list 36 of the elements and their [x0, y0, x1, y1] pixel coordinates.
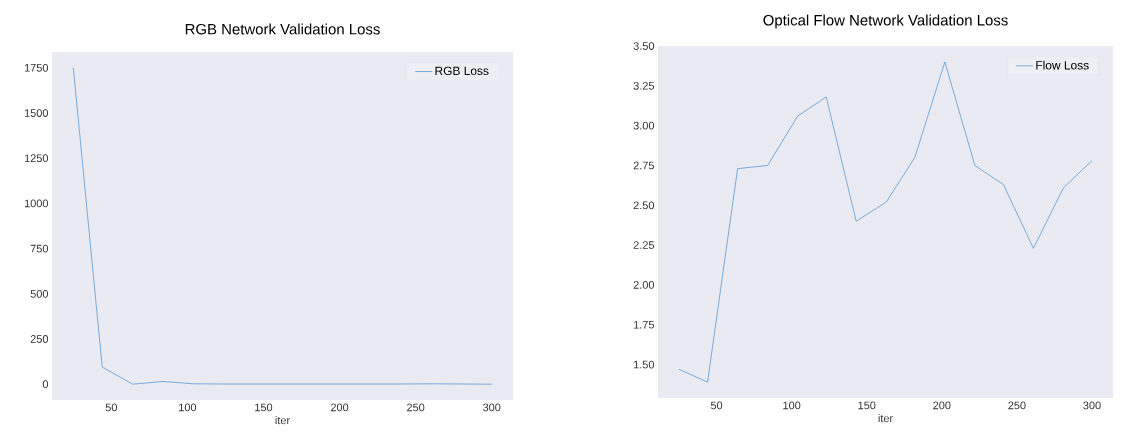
x-tick-label: 150 — [858, 401, 876, 410]
x-tick-label: 50 — [710, 401, 723, 410]
y-tick-label: 1000 — [24, 199, 49, 208]
y-tick-label: 750 — [30, 244, 49, 253]
y-tick-label: 2.00 — [633, 281, 655, 289]
x-tick-label: 50 — [105, 403, 117, 412]
y-tick-label: 2.25 — [633, 241, 655, 249]
x-tick-label: 100 — [179, 403, 197, 412]
x-tick-label: 100 — [783, 401, 801, 410]
chart-title: RGB Network Validation Loss — [185, 23, 380, 35]
y-tick-label: 3.50 — [633, 42, 655, 50]
x-tick-label: 300 — [482, 403, 501, 412]
x-axis-title: iter — [878, 414, 893, 423]
y-tick-label: 250 — [30, 335, 49, 343]
x-tick-label: 250 — [407, 403, 425, 412]
y-tick-label: 1500 — [24, 109, 49, 117]
y-tick-label: 500 — [30, 289, 49, 298]
y-tick-label: 1.50 — [633, 360, 655, 369]
line-series — [678, 61, 1093, 383]
y-tick-label: 0 — [42, 380, 49, 389]
y-tick-label: 2.75 — [633, 161, 655, 170]
y-tick-label: 1250 — [24, 154, 49, 163]
x-tick-label: 200 — [933, 401, 951, 410]
chart-title: Optical Flow Network Validation Loss — [763, 14, 1008, 29]
x-tick-label: 200 — [330, 403, 349, 412]
y-tick-label: 2.50 — [633, 201, 655, 210]
y-tick-label: 1750 — [24, 63, 49, 72]
legend-label: Flow Loss — [1036, 60, 1089, 70]
y-tick-label: 1.75 — [633, 320, 655, 329]
x-tick-label: 250 — [1008, 401, 1026, 410]
y-tick-label: 3.00 — [633, 121, 655, 130]
x-axis-title: iter — [275, 416, 290, 425]
x-tick-label: 150 — [255, 403, 273, 412]
y-tick-label: 3.25 — [633, 81, 655, 90]
legend-label: RGB Loss — [435, 66, 489, 76]
x-tick-label: 300 — [1083, 401, 1101, 410]
